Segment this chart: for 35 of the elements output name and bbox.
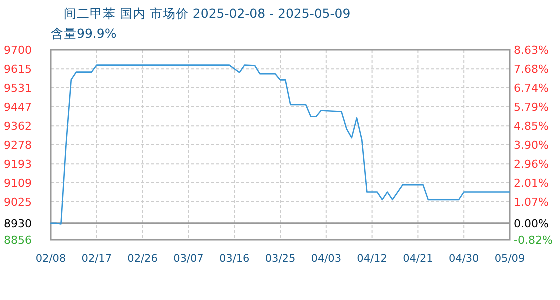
y-tick-label: 9362 <box>4 120 32 134</box>
y-tick-label: 9447 <box>4 100 32 114</box>
y2-tick-label: 7.68% <box>514 63 549 76</box>
x-tick-label: 02/26 <box>128 253 158 265</box>
chart-title: 间二甲苯 国内 市场价 2025-02-08 - 2025-05-09 <box>64 6 351 21</box>
y2-tick-label: 3.90% <box>514 139 549 152</box>
x-tick-label: 05/09 <box>494 253 526 265</box>
y2-tick-label: 2.01% <box>514 177 549 190</box>
x-tick-label: 04/30 <box>448 253 480 265</box>
y-tick-label: 9615 <box>4 63 32 76</box>
y-tick-label: 8856 <box>4 234 32 247</box>
y-tick-label: 9531 <box>4 82 32 96</box>
x-tick-label: 04/21 <box>403 253 434 265</box>
y2-tick-label: 8.63% <box>514 44 549 57</box>
x-tick-label: 03/16 <box>219 253 250 265</box>
y-tick-label: 8930 <box>4 217 32 230</box>
y-tick-label: 9278 <box>4 139 32 152</box>
x-tick-label: 04/03 <box>311 253 342 265</box>
y2-tick-label: 6.74% <box>514 82 549 95</box>
x-tick-label: 03/07 <box>174 253 204 265</box>
y-tick-label: 9025 <box>4 196 32 209</box>
y-tick-label: 9700 <box>4 44 32 57</box>
y2-tick-label: -0.82% <box>514 234 553 247</box>
y2-tick-label: 2.96% <box>514 158 549 171</box>
x-tick-label: 02/08 <box>36 253 66 265</box>
x-tick-label: 02/17 <box>82 253 112 265</box>
y-tick-label: 9109 <box>4 177 32 190</box>
x-tick-label: 04/12 <box>357 253 388 265</box>
y-tick-label: 9193 <box>4 158 32 172</box>
x-tick-label: 03/25 <box>265 253 296 265</box>
y2-tick-label: 1.07% <box>514 196 549 209</box>
y2-tick-label: 5.79% <box>514 101 549 114</box>
y2-tick-label: 0.00% <box>514 218 549 231</box>
chart-subtitle: 含量99.9% <box>51 26 117 41</box>
y2-tick-label: 4.85% <box>514 120 549 133</box>
